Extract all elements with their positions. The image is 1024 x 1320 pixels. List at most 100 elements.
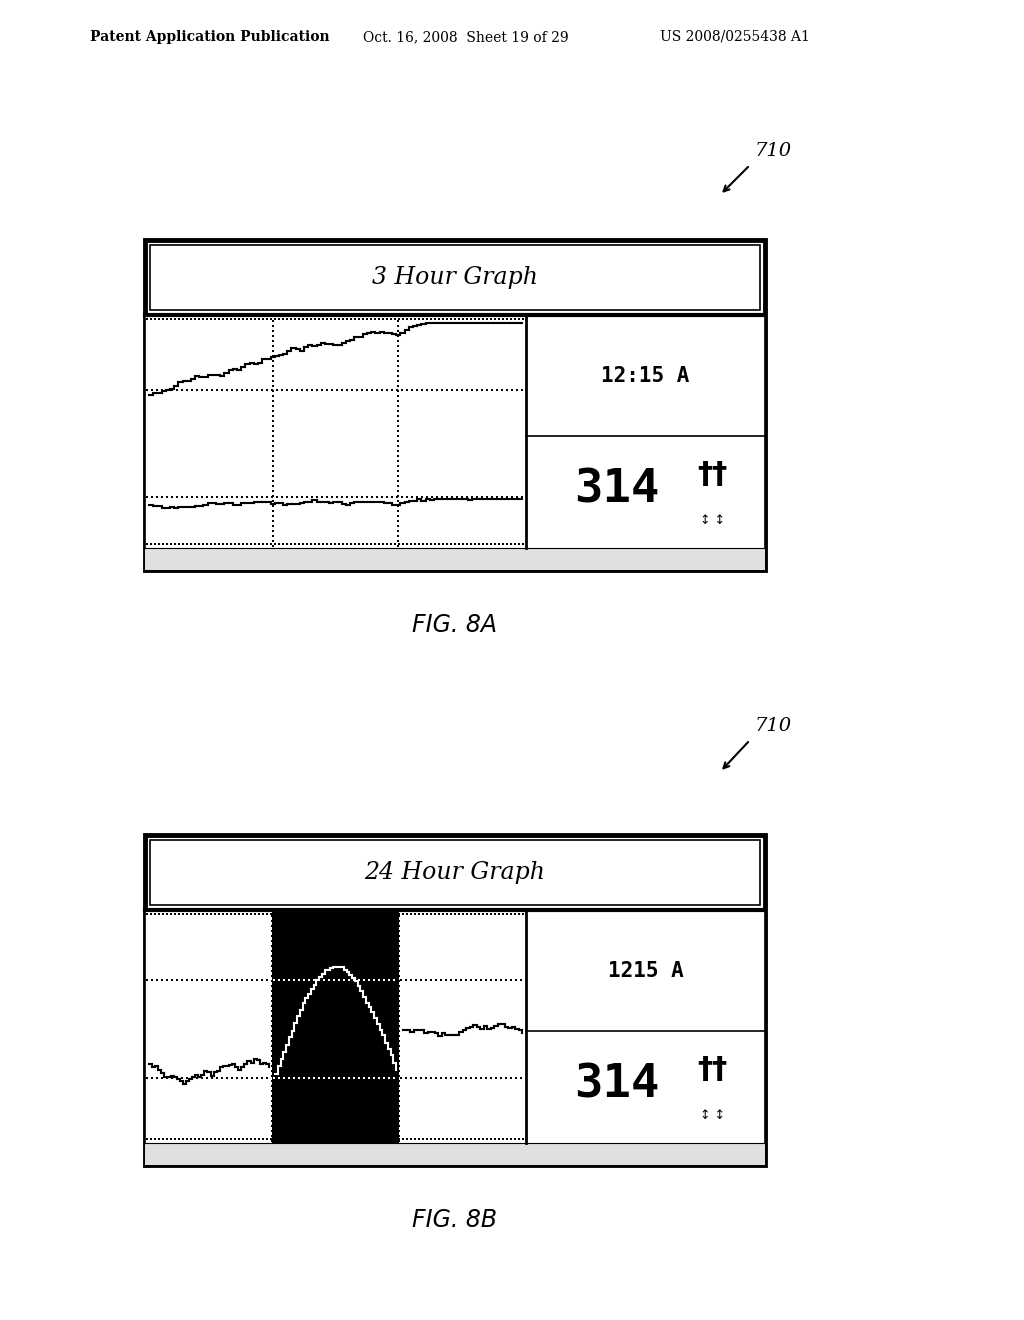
Point (391, 970, 408, 991)
Bar (145, 1143, 765, 1166)
Point (483, 379, 500, 400)
Point (263, 533, 280, 554)
Point (449, 486, 465, 507)
Point (387, 903, 403, 924)
Point (264, 371, 281, 392)
Point (264, 411, 281, 432)
Point (390, 405, 407, 426)
Point (455, 533, 471, 554)
Point (343, 1129, 359, 1150)
Point (234, 903, 251, 924)
Point (387, 1129, 403, 1150)
Point (286, 969, 302, 990)
Point (279, 379, 295, 400)
Point (498, 1067, 514, 1088)
Point (263, 1129, 280, 1150)
Point (397, 969, 414, 990)
Point (390, 461, 407, 482)
Point (514, 486, 530, 507)
Point (190, 533, 207, 554)
Point (264, 1060, 281, 1081)
Point (409, 486, 425, 507)
Point (442, 1067, 459, 1088)
Point (391, 1081, 408, 1102)
Point (375, 533, 391, 554)
Point (391, 1096, 408, 1117)
Point (479, 1129, 496, 1150)
Point (391, 1015, 408, 1036)
Point (454, 379, 470, 400)
Point (351, 533, 368, 554)
Point (391, 936, 408, 957)
Point (391, 911, 408, 932)
Point (146, 903, 163, 924)
Point (226, 309, 243, 330)
Point (264, 1101, 281, 1122)
Point (228, 486, 245, 507)
Point (194, 969, 210, 990)
Point (169, 969, 185, 990)
Point (434, 486, 451, 507)
Point (215, 309, 231, 330)
Point (490, 1129, 507, 1150)
Point (264, 940, 281, 961)
Point (264, 430, 281, 451)
Point (371, 309, 387, 330)
Point (289, 379, 305, 400)
Point (418, 969, 434, 990)
Bar (145, 909, 765, 1166)
Point (281, 1067, 297, 1088)
Point (429, 486, 445, 507)
Point (175, 903, 191, 924)
Point (455, 903, 471, 924)
Point (386, 969, 402, 990)
Point (391, 1026, 408, 1047)
Point (376, 1067, 392, 1088)
Point (151, 309, 167, 330)
Point (390, 411, 407, 432)
Point (175, 309, 191, 330)
Point (464, 486, 480, 507)
Point (270, 903, 287, 924)
Point (274, 533, 291, 554)
Point (390, 445, 407, 466)
Point (389, 379, 406, 400)
Point (315, 1067, 332, 1088)
Point (467, 903, 483, 924)
Point (391, 1051, 408, 1072)
Point (323, 903, 339, 924)
Point (413, 1067, 429, 1088)
Point (309, 486, 326, 507)
Point (515, 903, 531, 924)
Point (264, 450, 281, 471)
Point (391, 940, 408, 961)
Point (390, 350, 407, 371)
Point (379, 903, 395, 924)
Point (463, 533, 479, 554)
Point (364, 486, 380, 507)
Point (507, 533, 523, 554)
Point (264, 916, 281, 937)
Point (511, 903, 527, 924)
Point (331, 1067, 347, 1088)
Point (264, 385, 281, 407)
Point (515, 309, 531, 330)
Point (391, 1130, 408, 1151)
Point (146, 533, 163, 554)
Point (354, 903, 371, 924)
Point (419, 903, 435, 924)
Point (327, 309, 343, 330)
Point (249, 969, 265, 990)
Point (264, 911, 281, 932)
Bar (145, 240, 765, 570)
Point (207, 903, 223, 924)
Point (403, 379, 420, 400)
Point (439, 379, 456, 400)
Point (254, 969, 270, 990)
Point (264, 520, 281, 541)
Point (183, 533, 200, 554)
Point (351, 1129, 368, 1150)
Point (264, 531, 281, 552)
Point (407, 1129, 423, 1150)
Point (391, 1035, 408, 1056)
